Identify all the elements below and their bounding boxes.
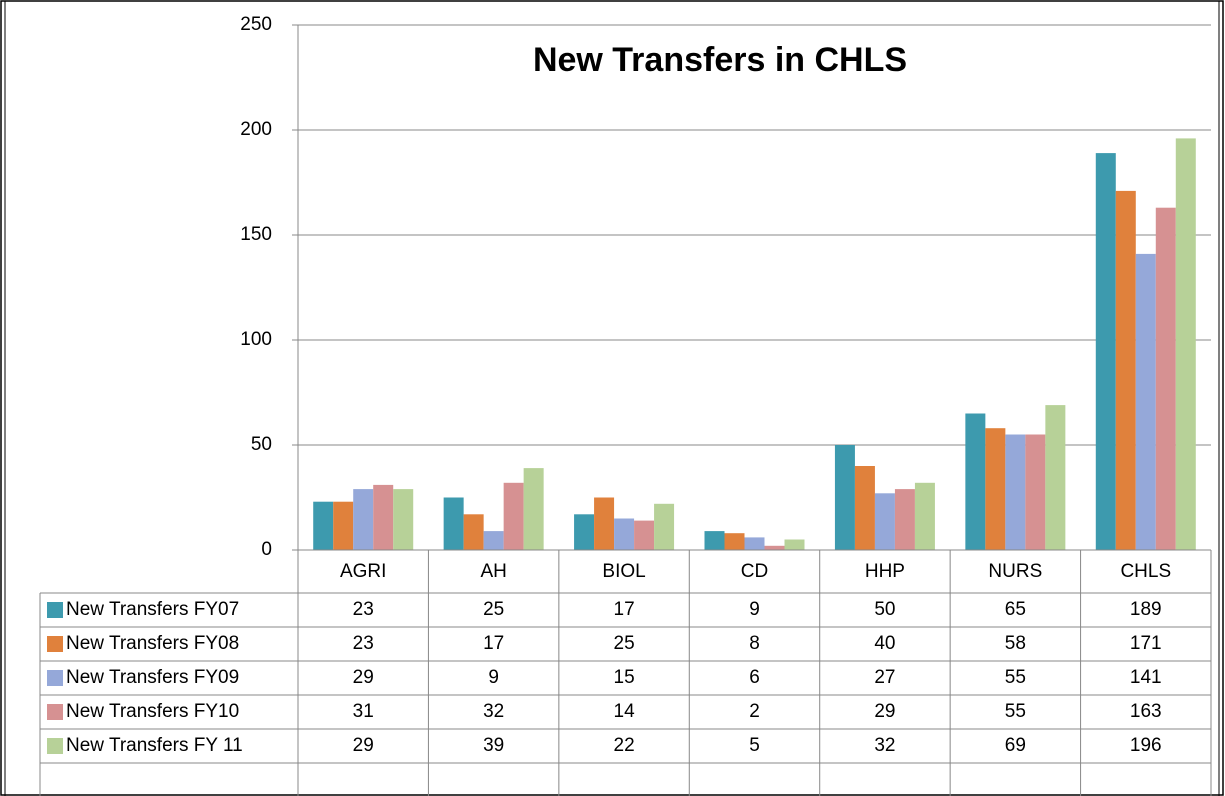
bar bbox=[985, 428, 1006, 550]
bar bbox=[1175, 138, 1196, 550]
bar bbox=[523, 468, 544, 550]
legend-key bbox=[47, 738, 63, 754]
y-tick-label: 200 bbox=[240, 119, 272, 140]
table-value: 5 bbox=[749, 735, 760, 756]
table-value: 39 bbox=[483, 735, 504, 756]
bar bbox=[654, 503, 675, 550]
bar bbox=[574, 514, 595, 550]
legend-label: New Transfers FY07 bbox=[66, 599, 239, 620]
y-tick-label: 50 bbox=[251, 434, 272, 455]
table-value: 29 bbox=[353, 667, 374, 688]
table-value: 23 bbox=[353, 599, 374, 620]
bar bbox=[483, 531, 504, 550]
legend-label: New Transfers FY08 bbox=[66, 633, 239, 654]
y-tick-label: 250 bbox=[240, 14, 272, 35]
bar bbox=[503, 482, 524, 550]
bar bbox=[744, 537, 765, 550]
table-value: 23 bbox=[353, 633, 374, 654]
table-value: 32 bbox=[483, 701, 504, 722]
table-value: 8 bbox=[749, 633, 760, 654]
legend-key bbox=[47, 602, 63, 618]
table-value: 50 bbox=[874, 599, 895, 620]
bar bbox=[333, 501, 354, 550]
x-tick-label: CHLS bbox=[1120, 561, 1171, 582]
table-value: 196 bbox=[1130, 735, 1162, 756]
table-value: 9 bbox=[749, 599, 760, 620]
table-value: 6 bbox=[749, 667, 760, 688]
bar bbox=[373, 484, 394, 550]
bar bbox=[463, 514, 484, 550]
bar bbox=[353, 489, 374, 550]
bar bbox=[634, 520, 655, 550]
table-value: 32 bbox=[874, 735, 895, 756]
table-value: 65 bbox=[1005, 599, 1026, 620]
legend-label: New Transfers FY10 bbox=[66, 701, 239, 722]
table-value: 58 bbox=[1005, 633, 1026, 654]
bar bbox=[1095, 153, 1116, 550]
legend-key bbox=[47, 670, 63, 686]
table-value: 17 bbox=[483, 633, 504, 654]
legend-key bbox=[47, 636, 63, 652]
table-value: 29 bbox=[353, 735, 374, 756]
x-tick-label: BIOL bbox=[602, 561, 645, 582]
table-value: 2 bbox=[749, 701, 760, 722]
bar bbox=[443, 497, 464, 550]
x-tick-label: AH bbox=[480, 561, 506, 582]
table-value: 25 bbox=[483, 599, 504, 620]
bar bbox=[965, 413, 986, 550]
bar bbox=[764, 545, 785, 550]
bar bbox=[313, 501, 334, 550]
table-value: 163 bbox=[1130, 701, 1162, 722]
x-tick-label: HHP bbox=[865, 561, 905, 582]
table-value: 55 bbox=[1005, 701, 1026, 722]
table-value: 171 bbox=[1130, 633, 1162, 654]
bar bbox=[1025, 434, 1046, 550]
bar bbox=[1135, 253, 1156, 550]
bar bbox=[834, 445, 855, 550]
y-tick-label: 150 bbox=[240, 224, 272, 245]
bar bbox=[594, 497, 615, 550]
table-value: 69 bbox=[1005, 735, 1026, 756]
table-value: 31 bbox=[353, 701, 374, 722]
bar bbox=[614, 518, 635, 550]
bar bbox=[854, 466, 875, 550]
bar bbox=[1115, 190, 1136, 550]
bar bbox=[1005, 434, 1026, 550]
table-value: 15 bbox=[614, 667, 635, 688]
table-value: 27 bbox=[874, 667, 895, 688]
x-tick-label: AGRI bbox=[340, 561, 386, 582]
table-value: 9 bbox=[488, 667, 499, 688]
bar bbox=[1045, 405, 1066, 550]
bar bbox=[874, 493, 895, 550]
table-value: 25 bbox=[614, 633, 635, 654]
table-value: 189 bbox=[1130, 599, 1162, 620]
table-value: 17 bbox=[614, 599, 635, 620]
y-tick-label: 0 bbox=[261, 539, 272, 560]
bar bbox=[784, 539, 805, 550]
x-tick-label: CD bbox=[741, 561, 768, 582]
legend-label: New Transfers FY 11 bbox=[66, 735, 243, 756]
bar bbox=[914, 482, 935, 550]
table-value: 29 bbox=[874, 701, 895, 722]
x-tick-label: NURS bbox=[988, 561, 1042, 582]
chart-title: New Transfers in CHLS bbox=[533, 41, 907, 79]
legend-key bbox=[47, 704, 63, 720]
y-tick-label: 100 bbox=[240, 329, 272, 350]
table-value: 14 bbox=[614, 701, 636, 722]
bar bbox=[1155, 207, 1176, 550]
table-value: 55 bbox=[1005, 667, 1026, 688]
table-value: 141 bbox=[1130, 667, 1162, 688]
bar bbox=[393, 489, 414, 550]
bar bbox=[724, 533, 745, 550]
bar bbox=[894, 489, 915, 550]
table-value: 40 bbox=[874, 633, 895, 654]
legend-label: New Transfers FY09 bbox=[66, 667, 239, 688]
bar bbox=[704, 531, 725, 550]
table-value: 22 bbox=[614, 735, 635, 756]
